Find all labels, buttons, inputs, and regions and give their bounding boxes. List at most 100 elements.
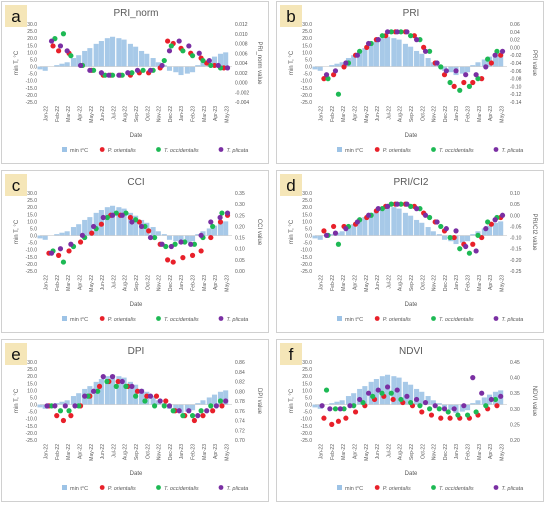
x-tick-label: Jan-23 — [454, 444, 460, 460]
y-tick-label-right: 0.35 — [510, 391, 520, 397]
y-tick-label-left: -15.0 — [301, 255, 313, 261]
temperature-bar — [430, 231, 436, 236]
y-tick-label-left: 10.0 — [302, 388, 312, 394]
temperature-bar — [206, 228, 212, 236]
x-tick-label: May-22 — [89, 106, 95, 123]
temperature-bar — [396, 39, 402, 67]
legend-label: T. plicata — [502, 486, 524, 492]
y-tick-label-left: 20.0 — [302, 36, 312, 42]
y-tick-label-left: 25.0 — [27, 367, 37, 373]
y-tick-label-left: 0.0 — [305, 403, 312, 409]
point-plicata — [217, 214, 223, 221]
x-tick-label: Jun-22 — [100, 106, 106, 122]
point-occidentalis — [208, 403, 214, 409]
x-tick-label: May-23 — [224, 275, 230, 292]
temperature-bar — [70, 227, 77, 236]
temperature-bar — [373, 41, 379, 67]
y-tick-label-left: -5.0 — [28, 72, 37, 78]
x-tick-label: Mar-23 — [202, 106, 208, 122]
y-tick-label-left: -5.0 — [28, 241, 37, 247]
x-tick-label: Oct-22 — [420, 444, 426, 459]
x-tick-label: Jul-22 — [386, 106, 392, 120]
temperature-bar — [425, 396, 431, 405]
temperature-bar — [379, 207, 385, 236]
point-occidentalis — [457, 87, 463, 93]
x-tick-label: Jun-22 — [100, 275, 106, 291]
temperature-bar — [368, 381, 374, 405]
point-plicata — [432, 403, 438, 409]
temperature-bar — [317, 66, 323, 71]
temperature-bar — [161, 234, 167, 236]
x-tick-label: Jan-22 — [44, 275, 50, 291]
temperature-bar — [402, 381, 408, 405]
x-tick-label: Mar-22 — [66, 275, 72, 291]
point-occidentalis — [102, 72, 108, 78]
legend-swatch — [156, 147, 161, 152]
temperature-bar — [414, 50, 420, 67]
y-tick-label-left: 25.0 — [302, 198, 312, 204]
panel-title: CCI — [127, 177, 144, 188]
x-tick-label: Aug-22 — [398, 275, 404, 291]
point-plicata — [332, 68, 339, 74]
temperature-bar — [385, 374, 391, 405]
temperature-bar — [54, 234, 60, 236]
y-tick-label-left: 30.0 — [302, 22, 312, 28]
x-tick-label: Mar-23 — [477, 444, 483, 460]
legend-label: min t°C — [345, 486, 363, 492]
legend-swatch — [99, 316, 105, 321]
x-tick-label: May-22 — [364, 444, 370, 461]
y-tick-label-left: 10.0 — [27, 219, 37, 225]
point-plicata — [470, 375, 476, 381]
y-tick-label-right: 0.82 — [235, 380, 245, 386]
temperature-bar — [211, 56, 218, 67]
temperature-bar — [155, 231, 161, 236]
point-occidentalis — [109, 72, 116, 78]
point-orientalis — [341, 64, 347, 70]
point-plicata — [82, 393, 88, 399]
temperature-bar — [82, 219, 88, 236]
temperature-bar — [425, 58, 431, 67]
x-tick-label: Jan-22 — [44, 444, 50, 460]
temperature-bar — [190, 235, 196, 242]
point-orientalis — [211, 62, 218, 69]
y-tick-label-right: 0.000 — [235, 81, 248, 87]
y-axis-label-left: min T, °C — [14, 50, 20, 75]
point-plicata — [72, 403, 78, 409]
point-orientalis — [77, 239, 84, 245]
point-plicata — [375, 206, 381, 212]
x-tick-label: Jan-22 — [319, 106, 325, 122]
x-tick-label: Aug-22 — [398, 444, 404, 460]
point-orientalis — [163, 398, 169, 404]
x-tick-label: Sep-22 — [134, 106, 140, 122]
y-tick-label-right: -0.04 — [510, 61, 522, 67]
y-tick-label-left: 10.0 — [27, 388, 37, 394]
temperature-bar — [345, 227, 352, 236]
temperature-bar — [465, 404, 471, 411]
temperature-bar — [486, 225, 493, 236]
x-tick-label: Jan-23 — [179, 106, 185, 122]
point-occidentalis — [483, 403, 489, 409]
y-tick-label-left: -15.0 — [301, 86, 313, 92]
temperature-bar — [425, 227, 431, 236]
y-tick-label-right: 0.04 — [510, 30, 520, 36]
temperature-bar — [110, 374, 116, 405]
point-orientalis — [165, 38, 171, 44]
panel-f: f NDVI 30.025.020.015.010.05.0 0.0-5.0-10.0… — [276, 339, 544, 502]
point-orientalis — [441, 72, 448, 78]
y-tick-label-left: 15.0 — [302, 381, 312, 387]
x-tick-label: Jun-22 — [100, 444, 106, 460]
temperature-bar — [498, 221, 504, 236]
legend-label: P. orientalis — [383, 148, 411, 154]
temperature-bar — [184, 404, 190, 412]
point-orientalis — [217, 219, 224, 225]
x-tick-label: Sep-22 — [134, 444, 140, 460]
point-occidentalis — [485, 56, 491, 62]
x-axis-label: Date — [130, 302, 143, 308]
point-orientalis — [134, 388, 141, 394]
y-tick-label-right: 0.008 — [235, 42, 248, 48]
point-occidentalis — [325, 76, 331, 82]
x-tick-label: Feb-22 — [55, 275, 61, 291]
temperature-bar — [87, 217, 93, 236]
point-plicata — [422, 399, 429, 406]
y-tick-label-left: 30.0 — [302, 360, 312, 366]
